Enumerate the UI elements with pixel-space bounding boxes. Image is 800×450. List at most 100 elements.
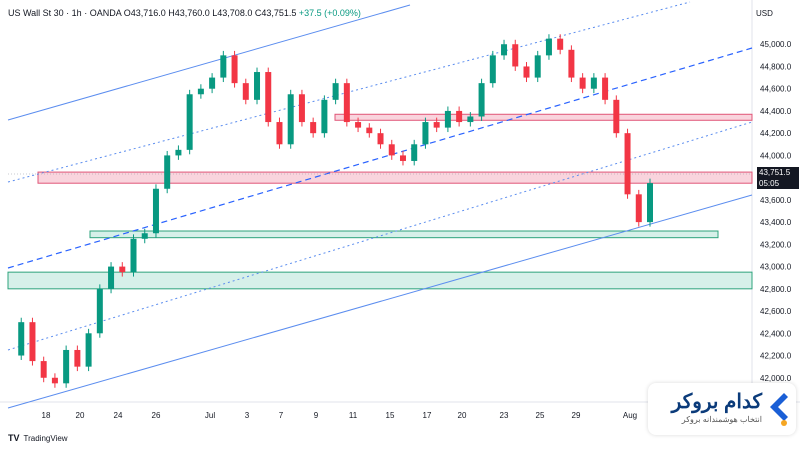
candle-body	[51, 377, 58, 384]
last-price: 43,751.5	[759, 168, 791, 177]
candle-body	[220, 55, 227, 78]
x-tick-label: 26	[152, 411, 161, 420]
x-tick-label: 18	[42, 411, 51, 420]
candle-body	[108, 266, 115, 289]
x-tick-label: 3	[245, 411, 250, 420]
currency-label: USD	[756, 9, 773, 18]
support-zone	[89, 230, 719, 239]
support-zone	[7, 271, 753, 290]
candle-body	[433, 122, 440, 128]
y-tick-label: 43,600.0	[760, 196, 792, 205]
y-tick-label: 44,400.0	[760, 107, 792, 116]
candle-body	[624, 133, 631, 195]
candle-body	[321, 99, 328, 134]
candle-body	[197, 88, 204, 95]
candle-body	[242, 83, 249, 100]
candle-body	[467, 116, 474, 123]
candle-body	[29, 322, 36, 362]
candle-body	[186, 94, 193, 150]
last-price-tag: 43,751.5 05:05	[757, 167, 799, 189]
candle-body	[209, 77, 216, 89]
candle-body	[579, 77, 586, 89]
y-tick-label: 43,400.0	[760, 218, 792, 227]
candle-body	[545, 38, 552, 56]
candle-body	[332, 83, 339, 100]
candle-body	[444, 110, 451, 128]
x-tick-label: Aug	[623, 411, 637, 420]
brand-logo-icon	[770, 393, 788, 426]
candle-body	[18, 322, 25, 356]
brand-name: کدام بروکر	[671, 391, 762, 413]
candle-body	[568, 49, 575, 78]
brand-tagline: انتخاب هوشمندانه بروکر	[681, 415, 762, 424]
x-tick-label: 20	[76, 411, 85, 420]
x-tick-label: 25	[536, 411, 545, 420]
x-tick-label: 23	[500, 411, 509, 420]
candle-body	[557, 38, 564, 50]
x-tick-label: 15	[386, 411, 395, 420]
candle-body	[501, 44, 508, 56]
resistance-zone	[334, 113, 753, 121]
x-tick-label: 7	[279, 411, 284, 420]
candle-body	[489, 55, 496, 84]
candle-body	[388, 144, 395, 156]
x-tick-label: 29	[572, 411, 581, 420]
candle-body	[152, 188, 159, 234]
candle-body	[231, 55, 238, 84]
candle-body	[74, 349, 81, 367]
candle-body	[96, 288, 103, 334]
candle-body	[355, 122, 362, 128]
y-tick-label: 44,600.0	[760, 85, 792, 94]
candle-body	[175, 149, 182, 156]
candle-body	[613, 99, 620, 134]
resistance-zone	[37, 171, 753, 184]
y-tick-label: 44,200.0	[760, 129, 792, 138]
y-tick-label: 45,000.0	[760, 40, 792, 49]
candle-body	[534, 55, 541, 78]
candle-body	[411, 144, 418, 161]
candle-body	[141, 233, 148, 239]
candle-body	[366, 127, 373, 134]
channel-lower-line	[7, 194, 753, 409]
candle-body	[63, 349, 70, 384]
y-tick-label: 42,000.0	[760, 374, 792, 383]
candle-body	[602, 77, 609, 100]
y-tick-label: 43,200.0	[760, 240, 792, 249]
y-tick-label: 42,600.0	[760, 307, 792, 316]
y-tick-label: 42,800.0	[760, 285, 792, 294]
x-tick-label: Jul	[205, 411, 215, 420]
candle-body	[276, 122, 283, 145]
candle-body	[310, 122, 317, 134]
change-value: +37.5 (+0.09%)	[298, 8, 361, 18]
candle-body	[254, 72, 261, 100]
x-tick-label: 9	[314, 411, 319, 420]
x-tick-label: 17	[423, 411, 432, 420]
candle-body	[130, 238, 137, 273]
symbol-label[interactable]: US Wall St 30 · 1h · OANDA	[8, 8, 122, 18]
candle-body	[85, 333, 92, 367]
y-tick-label: 42,400.0	[760, 329, 792, 338]
chart-header: US Wall St 30 · 1h · OANDA O43,716.0 H43…	[8, 8, 361, 18]
candle-body	[456, 110, 463, 123]
y-tick-label: 42,200.0	[760, 352, 792, 361]
y-tick-label: 44,000.0	[760, 151, 792, 160]
tradingview-footer[interactable]: TV TradingView	[8, 433, 68, 443]
y-tick-label: 43,000.0	[760, 263, 792, 272]
brand-watermark: کدام بروکر انتخاب هوشمندانه بروکر	[648, 383, 796, 435]
candle-body	[287, 94, 294, 145]
candle-body	[512, 44, 519, 67]
candle-body	[523, 66, 530, 78]
candle-body	[298, 94, 305, 123]
bar-countdown: 05:05	[759, 179, 780, 188]
tradingview-label: TradingView	[23, 433, 68, 443]
ohlc-values: O43,716.0 H43,760.0 L43,708.0 C43,751.5	[123, 8, 297, 18]
candle-body	[343, 83, 350, 123]
candle-body	[265, 72, 272, 123]
channel-upper-line	[7, 4, 411, 121]
candle-body	[635, 194, 642, 223]
candle-body	[119, 266, 126, 273]
x-tick-label: 11	[349, 411, 358, 420]
tradingview-logo-icon: TV	[8, 433, 20, 443]
candle-body	[164, 155, 171, 189]
